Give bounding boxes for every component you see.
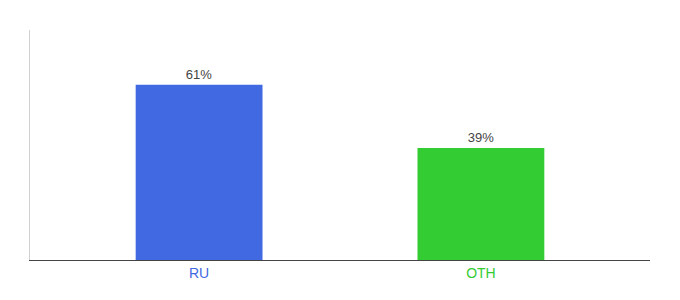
svg-text:RU: RU xyxy=(189,265,209,281)
svg-text:OTH: OTH xyxy=(466,265,496,281)
svg-text:39%: 39% xyxy=(468,130,494,145)
svg-text:61%: 61% xyxy=(186,67,212,82)
